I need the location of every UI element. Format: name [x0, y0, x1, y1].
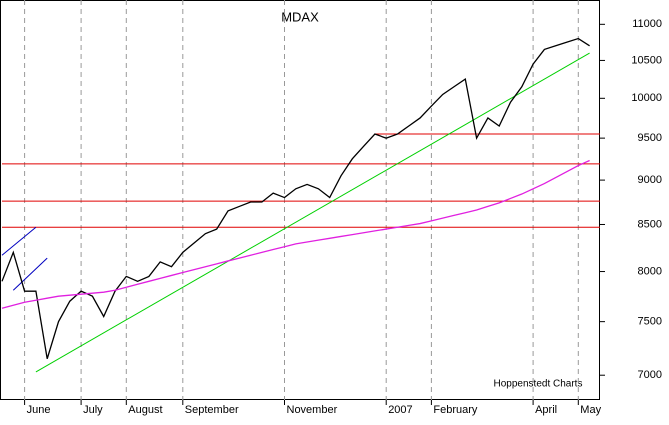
y-tick-label: 11000 [632, 18, 662, 30]
y-tick-label: 9000 [638, 174, 662, 186]
x-tick-label: September [185, 404, 239, 416]
y-tick-label: 8500 [638, 218, 662, 230]
series-line [1, 159, 590, 309]
x-tick-label: May [580, 404, 601, 416]
x-tick-label: August [128, 404, 162, 416]
chart-title: MDAX [281, 9, 319, 24]
series-line [1, 37, 590, 359]
trend-line [12, 257, 48, 291]
y-tick-label: 7000 [638, 369, 662, 381]
trend-line [1, 226, 37, 256]
x-tick-label: June [27, 404, 51, 416]
y-tick-label: 9500 [638, 132, 662, 144]
plot-frame [0, 0, 600, 400]
x-tick-label: July [83, 404, 103, 416]
y-tick-label: 10000 [631, 92, 662, 104]
x-tick-label: 2007 [388, 404, 412, 416]
trend-line [35, 52, 590, 373]
x-tick-label: February [433, 404, 478, 416]
annotation: Hoppenstedt Charts [494, 379, 583, 390]
x-tick-label: April [535, 404, 557, 416]
y-tick-label: 10500 [631, 54, 662, 66]
y-tick-label: 7500 [638, 316, 662, 328]
x-tick-label: November [287, 404, 338, 416]
y-tick-label: 8000 [638, 265, 662, 277]
